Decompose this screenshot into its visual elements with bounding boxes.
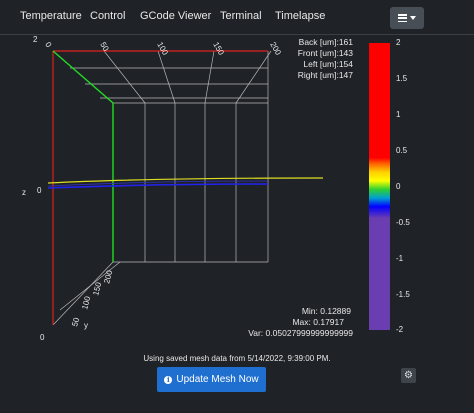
stat-value-var: 0.05027999999999999 — [266, 328, 354, 338]
colorbar-tick-label: -1.5 — [396, 290, 410, 299]
colorbar-tick-label: -0.5 — [396, 218, 410, 227]
y-axis-label: y — [84, 321, 88, 330]
corner-label-back: Back [um]: — [299, 37, 339, 47]
colorbar-tick-label: 2 — [396, 38, 401, 47]
svg-text:Left [um]:154: Left [um]:154 — [303, 59, 353, 69]
x-tick-label: 200 — [268, 41, 283, 58]
colorbar-tick-label: 0 — [396, 182, 401, 191]
mesh-stats: Min: 0.12889 Max: 0.17917 Var: 0.0502799… — [248, 306, 353, 338]
colorbar — [369, 43, 390, 330]
colorbar-tick-label: -2 — [396, 325, 404, 334]
stat-label-max: Max: — [292, 317, 310, 327]
gear-icon: ⚙ — [404, 370, 413, 381]
z-axis-blue-line — [47, 183, 269, 189]
svg-text:Max: 0.17917: Max: 0.17917 — [292, 317, 344, 327]
bars-icon — [398, 14, 407, 22]
svg-text:Front [um]:143: Front [um]:143 — [298, 48, 354, 58]
tab-timelapse[interactable]: Timelapse — [275, 10, 326, 22]
x-tick-label: 0 — [43, 41, 53, 50]
colorbar-tick-label: 1 — [396, 110, 401, 119]
plot-grid — [52, 50, 272, 326]
stat-label-min: Min: — [302, 306, 318, 316]
colorbar-tick-label: 1.5 — [396, 74, 408, 83]
colorbar-tick-label: 0.5 — [396, 146, 408, 155]
corner-label-left: Left [um]: — [303, 59, 338, 69]
colorbar-ticks: 2 1.5 1 0.5 0 -0.5 -1 -1.5 -2 — [396, 38, 410, 334]
y-tick-label: 100 — [80, 295, 92, 311]
tab-temperature[interactable]: Temperature — [20, 10, 82, 22]
tab-gcode-viewer[interactable]: GCode Viewer — [140, 10, 212, 22]
z-bottom-label: 0 — [40, 333, 45, 342]
settings-button[interactable]: ⚙ — [401, 368, 416, 383]
tab-bar: Temperature Control GCode Viewer Termina… — [0, 0, 474, 35]
z-axis-label: z — [22, 188, 26, 197]
update-mesh-label: Update Mesh Now — [176, 374, 259, 385]
z-origin-label: 0 — [37, 186, 42, 195]
corner-value-back: 161 — [339, 37, 353, 47]
stat-label-var: Var: — [248, 328, 263, 338]
corner-label-right: Right [um]: — [298, 70, 339, 80]
svg-text:Back [um]:161: Back [um]:161 — [299, 37, 354, 47]
corner-value-front: 143 — [339, 48, 353, 58]
y-tick-label: 150 — [91, 281, 103, 297]
y-tick-label: 50 — [70, 316, 81, 327]
y-tick-label: 200 — [102, 269, 114, 285]
update-mesh-button[interactable]: i Update Mesh Now — [157, 367, 266, 392]
caret-down-icon — [410, 16, 416, 20]
tab-control[interactable]: Control — [90, 10, 126, 22]
corner-value-right: 147 — [339, 70, 353, 80]
bed-mesh-plot[interactable]: 2 z 0 0 y 0 50 100 150 200 50 100 150 20… — [0, 34, 474, 354]
corner-values: Back [um]:161 Front [um]:143 Left [um]:1… — [298, 37, 354, 80]
corner-label: 2 — [33, 35, 38, 44]
mesh-surface-line — [47, 177, 324, 184]
stat-value-min: 0.12889 — [320, 306, 351, 316]
corner-value-left: 154 — [339, 59, 353, 69]
corner-label-front: Front [um]: — [298, 48, 339, 58]
y-axis-line — [52, 50, 114, 104]
svg-text:Min: 0.12889: Min: 0.12889 — [302, 306, 351, 316]
info-circle-icon: i — [164, 375, 173, 384]
menu-dropdown-button[interactable] — [390, 7, 424, 29]
colorbar-tick-label: -1 — [396, 254, 404, 263]
x-tick-label: 100 — [155, 41, 170, 58]
mesh-surface-edge — [47, 180, 269, 187]
tab-terminal[interactable]: Terminal — [220, 10, 262, 22]
stat-value-max: 0.17917 — [313, 317, 344, 327]
svg-text:Var: 0.05027999999999999: Var: 0.05027999999999999 — [248, 328, 353, 338]
svg-text:Right [um]:147: Right [um]:147 — [298, 70, 354, 80]
mesh-data-note: Using saved mesh data from 5/14/2022, 9:… — [143, 354, 331, 363]
